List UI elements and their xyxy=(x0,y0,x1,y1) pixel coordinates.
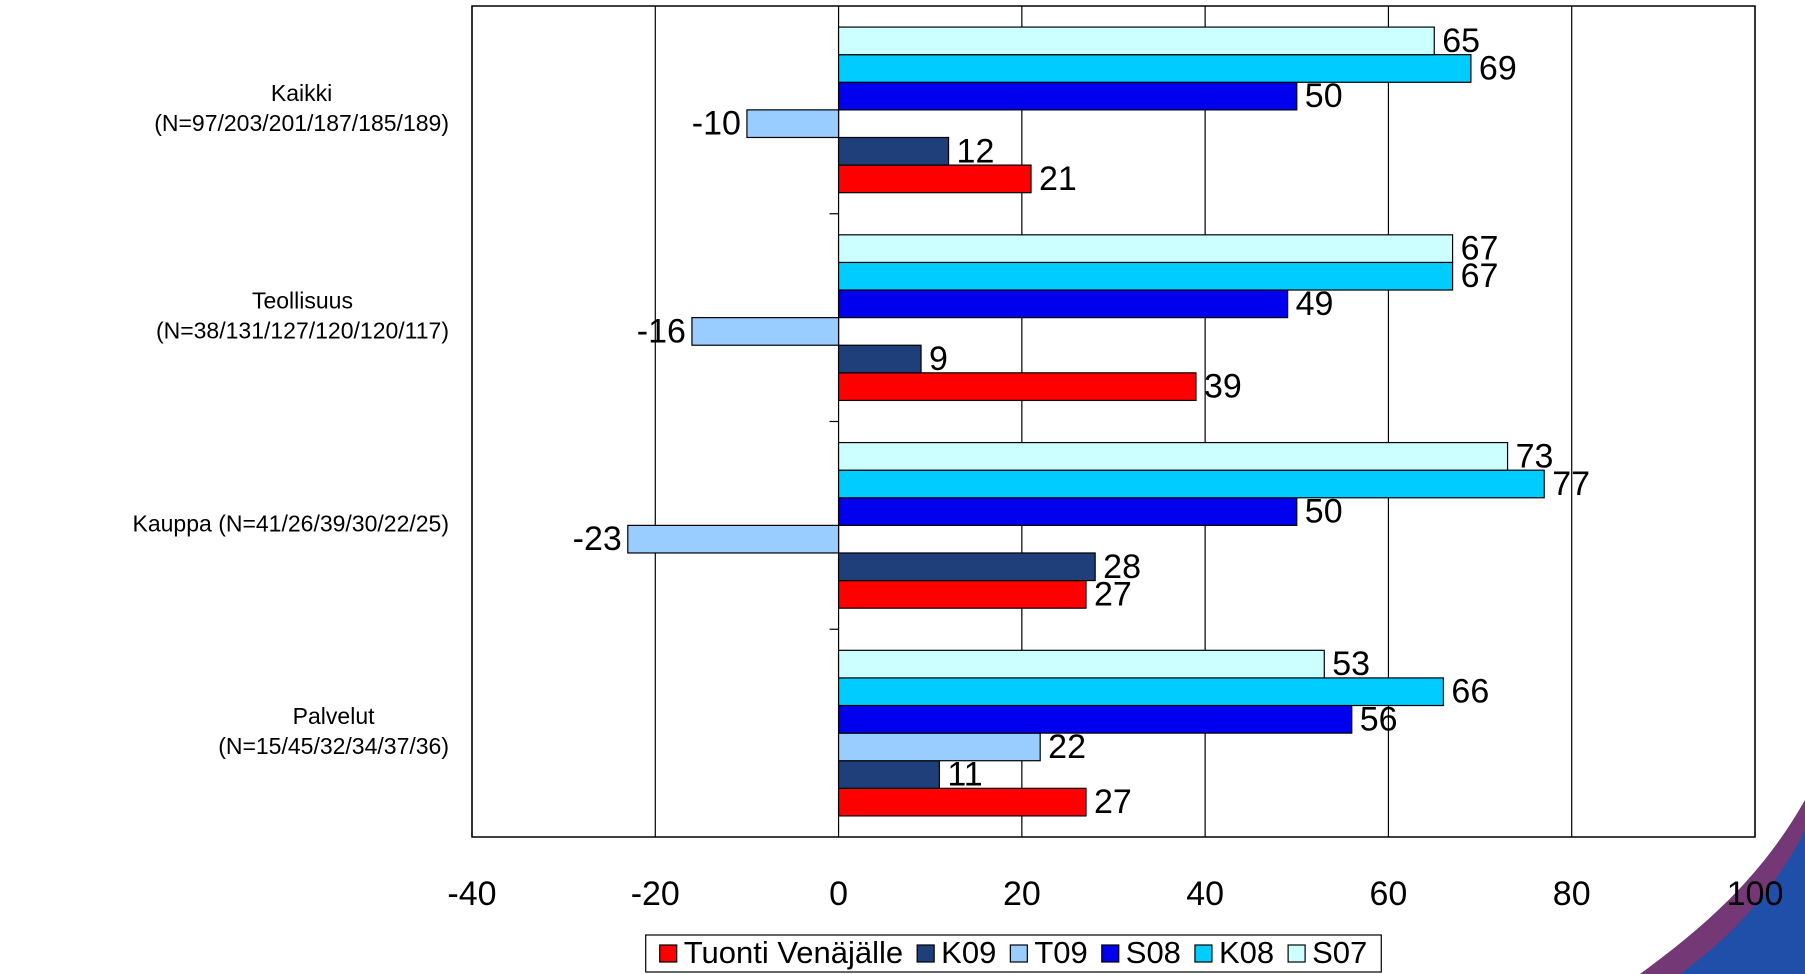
x-tick-label: 40 xyxy=(1186,875,1224,913)
value-label: 69 xyxy=(1479,49,1517,87)
value-label: 65 xyxy=(1442,22,1480,60)
legend: Tuonti Venäjälle K09 T09 S08 K08 S07 xyxy=(645,934,1382,973)
category-label: Palvelut xyxy=(293,703,375,729)
bar xyxy=(837,164,1032,194)
value-label: 39 xyxy=(1204,368,1242,406)
value-label: -10 xyxy=(692,105,741,143)
bar xyxy=(837,579,1087,609)
bar xyxy=(837,704,1353,734)
value-label: 77 xyxy=(1552,465,1590,503)
bar xyxy=(837,787,1087,817)
bar xyxy=(837,552,1096,582)
bar xyxy=(837,344,922,374)
bar xyxy=(837,649,1325,679)
x-tick-label: 0 xyxy=(829,875,848,913)
x-tick-label: 60 xyxy=(1370,875,1408,913)
legend-swatch xyxy=(1101,944,1120,963)
value-label: 49 xyxy=(1296,285,1334,323)
bar xyxy=(746,109,840,139)
value-label: 73 xyxy=(1516,437,1554,475)
legend-swatch xyxy=(1009,944,1028,963)
category-label: Kaikki xyxy=(271,80,332,106)
decoration xyxy=(1640,800,1805,974)
bar xyxy=(837,261,1454,291)
bar xyxy=(837,469,1545,499)
value-label: 50 xyxy=(1305,493,1343,531)
legend-swatch xyxy=(659,944,678,963)
bar xyxy=(837,81,1298,111)
bar xyxy=(627,524,840,554)
legend-swatch xyxy=(916,944,935,963)
bar xyxy=(837,732,1041,762)
category-label: Teollisuus xyxy=(252,288,353,314)
bar xyxy=(691,317,840,346)
value-label: 21 xyxy=(1039,160,1077,198)
value-label: 11 xyxy=(947,756,982,794)
value-label: 66 xyxy=(1451,673,1489,711)
category-label: Kauppa (N=41/26/39/30/22/25) xyxy=(133,510,450,536)
legend-swatch xyxy=(1194,944,1213,963)
legend-label: K08 xyxy=(1219,935,1274,970)
bar xyxy=(837,54,1472,83)
value-label: -16 xyxy=(637,312,686,350)
value-label: 27 xyxy=(1094,575,1132,613)
category-label: (N=15/45/32/34/37/36) xyxy=(218,733,449,759)
bar xyxy=(837,760,940,789)
x-tick-label: -40 xyxy=(447,875,496,913)
value-label: 56 xyxy=(1360,700,1398,738)
bar xyxy=(837,497,1298,526)
decoration xyxy=(1640,800,1805,974)
bar xyxy=(837,372,1197,402)
x-tick-label: 100 xyxy=(1727,875,1784,913)
bar xyxy=(837,289,1289,319)
value-label: 12 xyxy=(957,132,995,170)
category-label: (N=38/131/127/120/120/117) xyxy=(156,318,449,344)
category-label: (N=97/203/201/187/185/189) xyxy=(154,110,449,136)
value-label: 67 xyxy=(1461,230,1499,268)
legend-label: S08 xyxy=(1126,935,1181,970)
bar xyxy=(837,234,1454,264)
x-tick-label: -20 xyxy=(631,875,680,913)
value-label: 9 xyxy=(929,340,948,378)
legend-label: K09 xyxy=(941,935,996,970)
value-label: 28 xyxy=(1103,548,1141,586)
value-label: 22 xyxy=(1048,728,1086,766)
legend-label: T09 xyxy=(1034,935,1087,970)
x-tick-label: 20 xyxy=(1003,875,1041,913)
bar xyxy=(837,136,950,166)
value-label: 67 xyxy=(1461,257,1499,295)
x-tick-label: 80 xyxy=(1553,875,1591,913)
value-label: -23 xyxy=(573,520,622,558)
value-label: 27 xyxy=(1094,783,1132,821)
legend-swatch xyxy=(1287,944,1306,963)
value-label: 50 xyxy=(1305,77,1343,115)
value-label: 53 xyxy=(1332,645,1370,683)
legend-label: Tuonti Venäjälle xyxy=(684,935,903,970)
bar xyxy=(837,26,1435,56)
bar xyxy=(837,441,1509,471)
legend-label: S07 xyxy=(1312,935,1367,970)
